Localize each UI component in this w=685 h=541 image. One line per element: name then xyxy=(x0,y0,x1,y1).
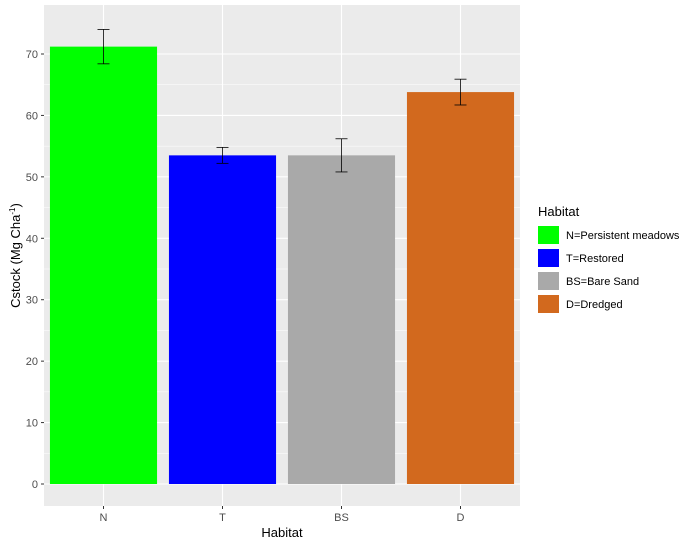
error-bar-t xyxy=(216,146,229,164)
legend-swatch xyxy=(538,226,559,244)
error-bar-n xyxy=(97,29,110,65)
legend-item: BS=Bare Sand xyxy=(538,272,639,290)
legend-swatch xyxy=(538,295,559,313)
x-axis-title: Habitat xyxy=(261,525,303,540)
y-tick-label: 70 xyxy=(26,49,38,61)
y-tick-label: 40 xyxy=(26,233,38,245)
legend-label: N=Persistent meadows xyxy=(566,230,680,242)
y-tick-label: 50 xyxy=(26,172,38,184)
bar-d xyxy=(406,92,515,484)
y-axis-title: Cstock (Mg Cha-1) xyxy=(8,203,23,308)
y-tick-label: 0 xyxy=(32,479,38,491)
legend-item: D=Dredged xyxy=(538,295,623,313)
y-axis-title-close: ) xyxy=(8,203,23,207)
legend-item: T=Restored xyxy=(538,249,624,267)
y-tick-label: 10 xyxy=(26,418,38,430)
x-tick-label: D xyxy=(457,512,465,524)
y-axis: 0 10 20 30 40 50 60 70 xyxy=(26,49,44,491)
legend-swatch xyxy=(538,249,559,267)
x-tick-label: T xyxy=(219,512,226,524)
bar-n xyxy=(49,46,158,484)
y-axis-title-superscript: -1 xyxy=(8,207,17,215)
bar-bs xyxy=(287,155,396,484)
bars-group xyxy=(49,46,515,484)
x-tick-label: BS xyxy=(334,512,349,524)
legend-swatch xyxy=(538,272,559,290)
error-bar-bs xyxy=(335,138,348,173)
legend: Habitat N=Persistent meadows T=Restored BS… xyxy=(538,204,680,313)
x-tick-label: N xyxy=(100,512,108,524)
legend-title: Habitat xyxy=(538,204,580,219)
y-tick-label: 30 xyxy=(26,295,38,307)
legend-label: D=Dredged xyxy=(566,299,623,311)
y-axis-title-base: Cstock (Mg Cha xyxy=(8,214,23,308)
legend-label: BS=Bare Sand xyxy=(566,276,639,288)
error-bars-group xyxy=(97,29,467,173)
x-axis: N T BS D xyxy=(100,506,465,524)
legend-label: T=Restored xyxy=(566,253,624,265)
bar-t xyxy=(168,155,277,484)
legend-item: N=Persistent meadows xyxy=(538,226,680,244)
y-tick-label: 20 xyxy=(26,356,38,368)
error-bar-d xyxy=(454,78,467,106)
y-tick-label: 60 xyxy=(26,110,38,122)
